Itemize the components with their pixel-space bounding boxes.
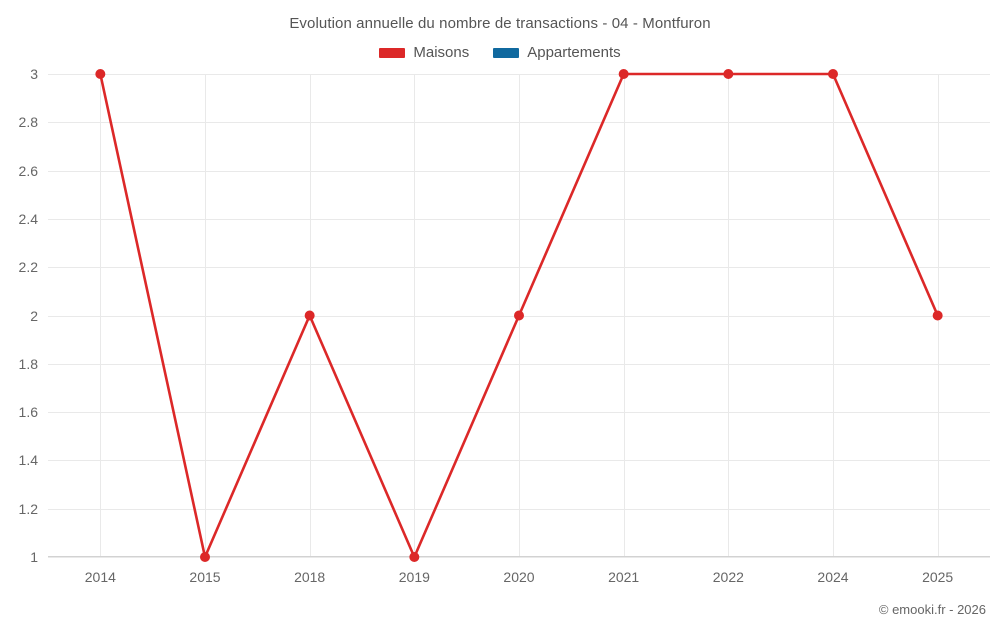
x-axis-tick-label: 2025	[922, 569, 954, 585]
gridline-vertical	[205, 74, 206, 557]
x-axis-tick-label: 2024	[817, 569, 849, 585]
gridline-vertical	[414, 74, 416, 557]
legend-label: Appartements	[527, 44, 621, 61]
data-point-marker[interactable]	[828, 69, 838, 79]
gridline-vertical	[833, 74, 834, 557]
legend-item-appartements[interactable]: Appartements	[493, 44, 621, 61]
chart-legend: Maisons Appartements	[0, 44, 1000, 61]
x-axis-tick-label: 2020	[503, 569, 535, 585]
x-axis-tick-label: 2021	[608, 569, 640, 585]
data-point-marker[interactable]	[514, 310, 524, 321]
data-point-marker[interactable]	[95, 69, 106, 79]
y-axis-tick-label: 2.2	[18, 259, 38, 276]
x-axis-tick-label: 2015	[189, 569, 221, 585]
series-layer	[95, 69, 943, 562]
y-axis-tick-label: 1.4	[18, 452, 38, 469]
data-point-marker[interactable]	[932, 310, 943, 321]
y-axis-tick-label: 1.6	[18, 404, 38, 421]
y-axis-tick-label: 1	[30, 549, 38, 565]
gridline-vertical	[728, 74, 730, 557]
x-axis-line	[48, 556, 990, 557]
data-point-marker[interactable]	[618, 69, 629, 79]
legend-item-maisons[interactable]: Maisons	[379, 44, 469, 61]
gridline-vertical	[623, 74, 625, 557]
y-axis-tick-label: 1.2	[18, 500, 38, 517]
y-axis-tick-label: 2.8	[18, 114, 38, 131]
x-axis-tick-label: 2018	[294, 569, 326, 585]
data-point-marker[interactable]	[304, 310, 315, 321]
data-point-marker[interactable]	[200, 552, 210, 562]
y-axis-tick-label: 2.6	[18, 162, 38, 179]
x-axis-tick-label: 2019	[398, 569, 430, 585]
y-axis-tick-label: 2.4	[18, 210, 38, 227]
data-point-marker[interactable]	[409, 552, 420, 562]
y-axis-tick-label: 3	[30, 66, 38, 82]
gridline-vertical	[100, 74, 102, 557]
y-axis-tick-label: 2	[30, 307, 38, 324]
gridline-horizontal	[48, 557, 990, 558]
footer-credit: © emooki.fr - 2026	[878, 602, 986, 617]
x-axis-tick-label: 2022	[712, 569, 744, 585]
y-axis-tick-label: 1.8	[18, 355, 38, 372]
legend-label: Maisons	[413, 44, 470, 61]
legend-swatch-icon	[493, 47, 520, 58]
chart-title: Evolution annuelle du nombre de transact…	[289, 15, 711, 32]
x-axis-tick-label: 2014	[84, 569, 116, 585]
plot-area	[48, 69, 990, 562]
data-point-marker[interactable]	[723, 69, 734, 79]
legend-swatch-icon	[379, 47, 406, 58]
